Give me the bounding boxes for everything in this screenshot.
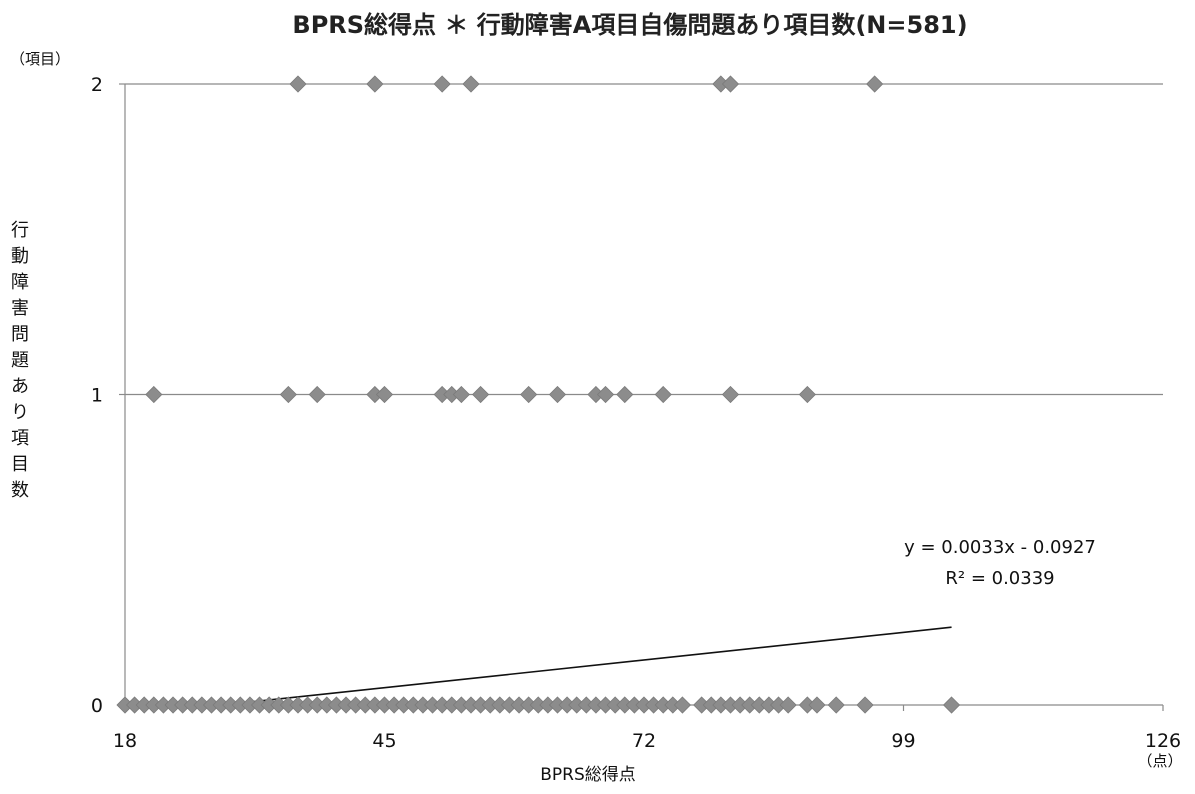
x-unit-label: （点） — [1137, 752, 1182, 770]
data-point — [452, 385, 470, 404]
data-point — [808, 696, 826, 714]
data-point — [548, 385, 567, 404]
y-axis-label-char: り — [11, 402, 29, 423]
data-point — [462, 75, 480, 93]
data-point — [654, 385, 672, 404]
y-tick-label-2: 2 — [91, 74, 103, 96]
x-tick-label-126: 126 — [1145, 730, 1181, 752]
y-axis-label-char: 問 — [11, 324, 29, 345]
y-axis-label-char: 動 — [11, 246, 29, 267]
trend-equation: y = 0.0033x - 0.0927 — [904, 537, 1096, 558]
data-point — [279, 385, 297, 404]
y-axis-label-char: 行 — [11, 220, 29, 241]
data-point — [375, 385, 394, 404]
data-point — [798, 385, 816, 404]
y-tick-label-1: 1 — [91, 385, 103, 407]
y-axis-label-char: 障 — [11, 272, 29, 293]
data-point — [289, 75, 307, 93]
y-axis-label-char: 害 — [11, 298, 29, 319]
data-point — [866, 75, 884, 93]
y-unit-label: （項目） — [10, 50, 70, 68]
data-point — [145, 385, 163, 404]
x-tick-labels: 18 45 72 99 126 — [113, 730, 1181, 752]
y-axis-label-char: あ — [11, 376, 29, 397]
data-point — [472, 385, 490, 404]
data-point — [520, 385, 538, 404]
y-axis-label-char: 題 — [11, 350, 29, 371]
x-tick-label-99: 99 — [891, 730, 915, 752]
axis-layer — [119, 83, 1164, 711]
data-point — [366, 75, 384, 93]
y-tick-labels: 0 1 2 — [91, 74, 103, 717]
trendline-layer — [221, 626, 952, 706]
data-point — [779, 696, 797, 714]
data-point — [827, 696, 845, 714]
y-axis-label-char: 目 — [11, 454, 29, 475]
chart-title: BPRS総得点 ＊ 行動障害A項目自傷問題あり項目数(N=581) — [292, 11, 967, 39]
data-point — [596, 385, 615, 404]
data-point — [673, 696, 692, 714]
data-point — [721, 385, 740, 404]
y-axis-label-char: 項 — [11, 428, 29, 449]
data-point — [856, 696, 874, 714]
data-points — [116, 75, 961, 714]
data-point — [616, 385, 634, 404]
y-axis-label-char: 数 — [11, 480, 29, 501]
data-point — [308, 385, 326, 404]
y-tick-label-0: 0 — [91, 695, 103, 717]
x-axis-label: BPRS総得点 — [540, 765, 636, 785]
data-point — [942, 696, 961, 714]
trendline — [221, 626, 952, 706]
data-point — [433, 75, 451, 93]
x-tick-label-18: 18 — [113, 730, 137, 752]
x-tick-label-72: 72 — [632, 730, 656, 752]
x-tick-label-45: 45 — [372, 730, 396, 752]
grid-layer — [125, 83, 1163, 396]
data-point — [721, 75, 740, 93]
trend-r-squared: R² = 0.0339 — [945, 568, 1054, 589]
